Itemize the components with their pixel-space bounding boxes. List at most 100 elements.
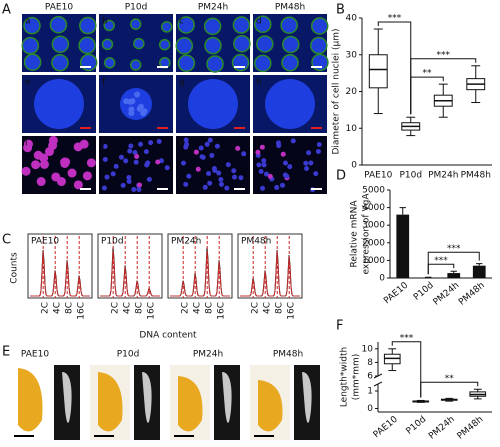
y-tick-label: 6: [367, 372, 373, 382]
nucleus: [133, 159, 139, 165]
column-label: P10d: [125, 3, 148, 13]
sample-label: PAE10: [21, 350, 49, 360]
gland-gray: [302, 372, 312, 423]
nucleus: [48, 135, 58, 145]
nucleus: [198, 145, 204, 151]
gland-yellow: [98, 372, 123, 432]
nucleus: [103, 57, 116, 69]
nucleus: [158, 38, 171, 51]
axis-label: expression of VgA: [362, 193, 372, 275]
x-tick-label: PAE10: [372, 414, 400, 440]
x-tick-label: 8C: [205, 302, 215, 314]
sample-label: PM24h: [171, 237, 201, 247]
sample-label: PM48h: [241, 237, 271, 247]
x-tick-label: 2C: [181, 302, 191, 314]
histogram-curve: [240, 253, 300, 297]
nucleus: [184, 141, 190, 147]
x-tick-label: 2C: [111, 302, 121, 314]
nucleus: [202, 184, 208, 190]
nucleus: [313, 171, 319, 177]
nucleus: [103, 19, 115, 32]
significance-bracket: [420, 381, 479, 398]
panel-label: C: [2, 233, 11, 248]
nucleus: [231, 53, 250, 72]
nucleus: [126, 175, 132, 181]
nucleus: [204, 36, 222, 55]
axis-label: DNA content: [139, 331, 197, 341]
nucleus: [51, 53, 69, 72]
nucleus: [241, 151, 247, 157]
nucleus: [180, 160, 186, 166]
histogram-frame: [27, 233, 93, 299]
nucleus: [79, 16, 97, 35]
x-tick-label: 4C: [263, 302, 273, 314]
nucleus: [31, 160, 41, 170]
error-bar: [399, 207, 406, 215]
x-tick-label: 4C: [53, 302, 63, 314]
gland-yellow: [178, 376, 203, 432]
nucleus: [235, 145, 241, 151]
axis-label: (mm*mm): [352, 354, 362, 401]
nucleus: [306, 150, 312, 156]
axis-label: Length*width: [340, 347, 350, 407]
nucleus: [123, 158, 129, 164]
nucleus: [23, 139, 33, 149]
nucleus: [265, 79, 315, 129]
nucleus: [110, 171, 116, 177]
significance-label: **: [423, 69, 433, 79]
nucleus: [282, 172, 288, 178]
bar: [447, 273, 461, 278]
nucleus: [138, 141, 144, 147]
chromatin: [136, 105, 143, 112]
nucleus: [259, 144, 265, 150]
nucleus: [209, 152, 215, 158]
nucleus: [211, 165, 217, 171]
nucleus: [218, 181, 224, 187]
sample-label: PM24h: [193, 350, 223, 360]
nucleus: [33, 150, 43, 160]
nucleus: [79, 139, 89, 149]
histogram-curve: [100, 251, 160, 297]
nucleus: [256, 35, 274, 53]
significance-label: ***: [434, 256, 448, 266]
tile-label: e: [25, 78, 31, 88]
significance-label: ***: [400, 333, 414, 343]
nucleus: [23, 53, 42, 71]
x-tick-label: PM48h: [457, 281, 487, 308]
nucleus: [232, 16, 251, 34]
nucleus: [23, 16, 41, 35]
nucleus: [134, 154, 140, 160]
nucleus: [231, 168, 237, 174]
nucleus: [207, 180, 213, 186]
nucleus: [148, 140, 154, 146]
x-tick-label: PM48h: [456, 415, 486, 442]
nucleus: [206, 55, 224, 73]
sample-label: PAE10: [31, 237, 59, 247]
significance-bracket: [427, 251, 480, 275]
nucleus: [183, 181, 189, 187]
axis-label: Relative mRNA: [350, 200, 360, 268]
x-tick-label: P10d: [399, 171, 422, 181]
histogram-curve: [170, 251, 230, 297]
y-tick-label: 1: [367, 387, 373, 397]
panel-label: E: [2, 345, 10, 360]
nucleus: [216, 170, 222, 176]
x-tick-label: 16C: [287, 302, 297, 320]
y-tick-label: 4000: [362, 203, 385, 213]
nucleus: [129, 18, 142, 30]
nucleus: [118, 154, 124, 160]
y-tick-label: 20: [346, 87, 358, 97]
nucleus: [49, 15, 68, 34]
nucleus: [232, 174, 238, 180]
panel-label: B: [336, 3, 345, 18]
bar: [396, 214, 410, 278]
nucleus: [155, 159, 161, 165]
y-tick-label: 1000: [362, 256, 385, 266]
nucleus: [308, 160, 314, 166]
nucleus: [204, 141, 210, 147]
gland-gray: [62, 372, 72, 423]
tile-label: i: [25, 139, 28, 149]
nucleus: [133, 37, 145, 50]
x-tick-label: 16C: [217, 302, 227, 320]
significance-label: **: [445, 374, 455, 384]
